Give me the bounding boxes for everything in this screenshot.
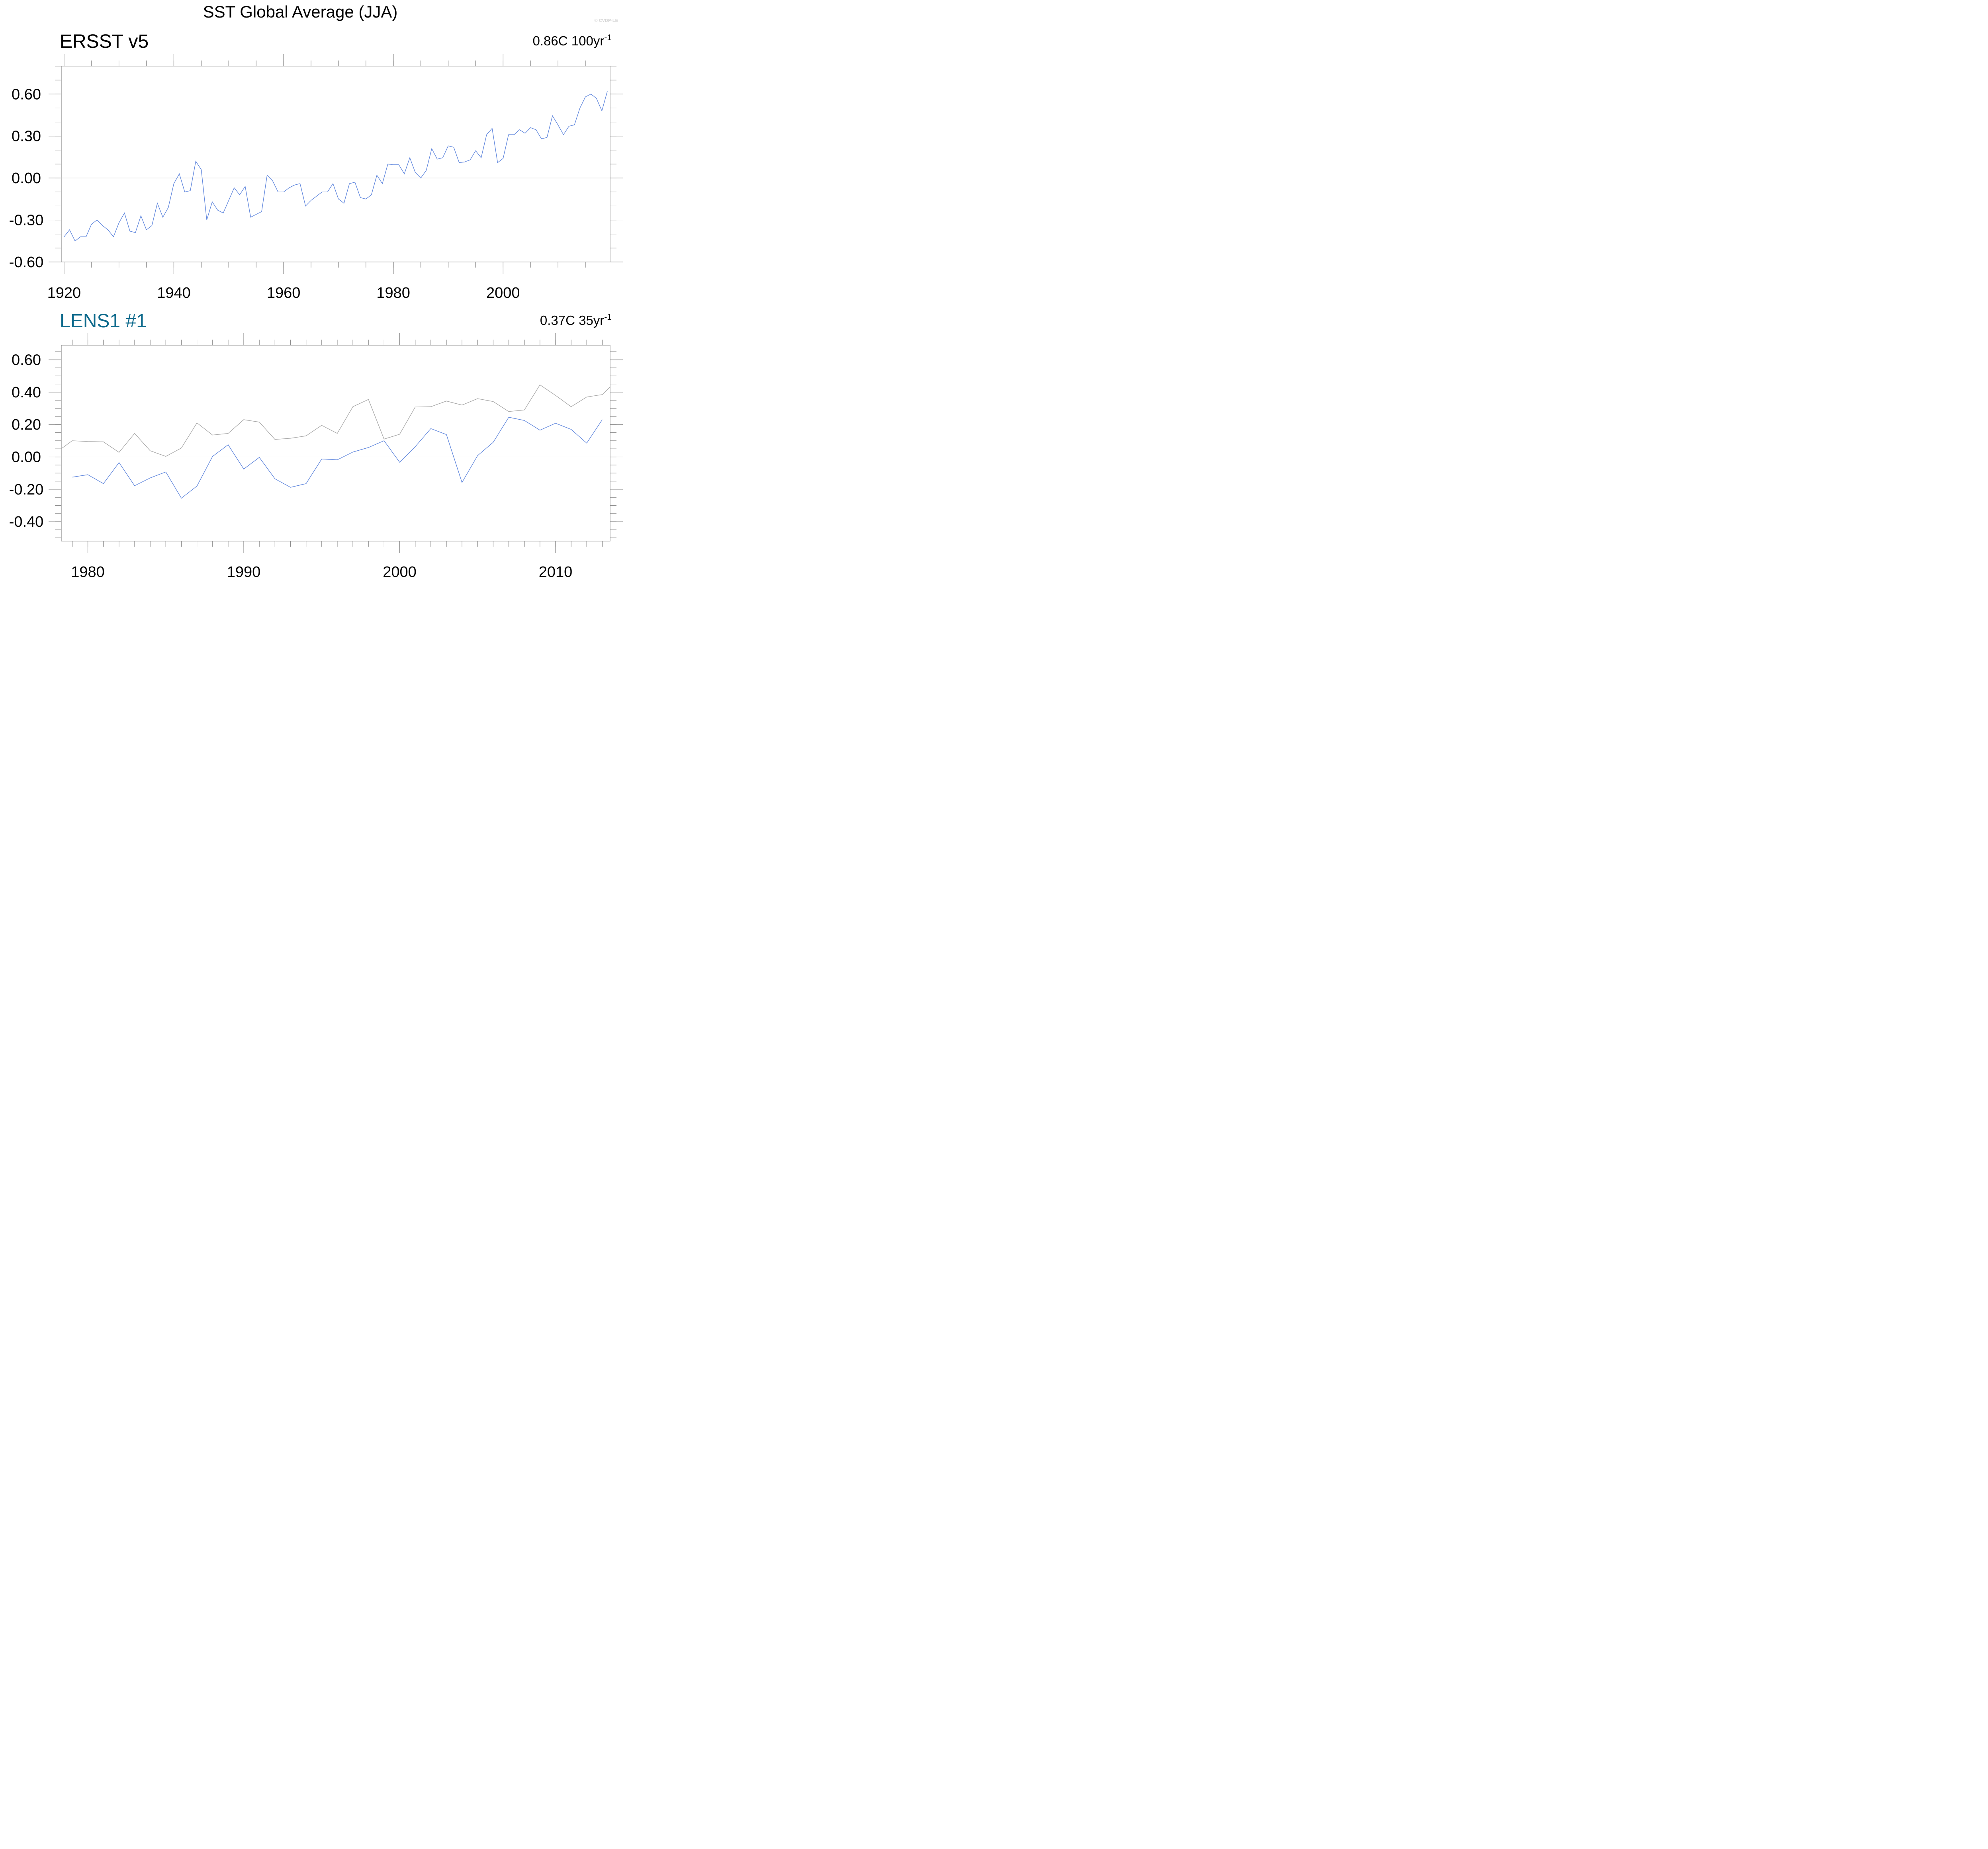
- x-tick-label: 1980: [376, 285, 410, 301]
- series-line: [64, 91, 608, 242]
- y-tick-label: 0.20: [12, 416, 41, 433]
- panel-title: ERSST v5: [60, 31, 149, 52]
- reference-series-line: [61, 384, 610, 457]
- x-tick-label: 2000: [383, 564, 417, 580]
- x-tick-label: 1940: [157, 285, 191, 301]
- x-tick-label: 2010: [539, 564, 573, 580]
- y-tick-label: 0.00: [12, 170, 41, 187]
- plot-frame: [61, 66, 610, 262]
- figure-title: SST Global Average (JJA): [203, 2, 398, 21]
- series-line: [72, 417, 603, 499]
- y-tick-label: 0.00: [12, 449, 41, 466]
- y-tick-label: -0.20: [9, 481, 44, 498]
- y-tick-label: 0.60: [12, 352, 41, 369]
- x-tick-label: 1980: [71, 564, 105, 580]
- plot-frame: [61, 345, 610, 541]
- figure-canvas: SST Global Average (JJA) © CVDP-LE ERSST…: [9, 2, 623, 580]
- y-tick-label: 0.60: [12, 86, 41, 103]
- trend-label: 0.37C 35yr-1: [540, 313, 612, 328]
- x-tick-label: 2000: [486, 285, 520, 301]
- copyright-label: © CVDP-LE: [595, 18, 618, 23]
- panel-title: LENS1 #1: [60, 311, 147, 332]
- panel-ersst: ERSST v5 0.86C 100yr-1 0.60 0.30 0.00 -0.30 -0…: [9, 31, 623, 301]
- y-tick-label: 0.40: [12, 384, 41, 401]
- x-tick-label: 1990: [227, 564, 261, 580]
- y-tick-label: -0.30: [9, 212, 44, 229]
- x-tick-label: 1920: [47, 285, 81, 301]
- x-tick-label: 1960: [267, 285, 301, 301]
- panel-lens1: LENS1 #1 0.37C 35yr-1 0.60 0.40 0.20 0.00 -0.2…: [9, 311, 623, 580]
- y-tick-label: 0.30: [12, 128, 41, 145]
- y-tick-label: -0.60: [9, 254, 44, 271]
- trend-label: 0.86C 100yr-1: [533, 33, 612, 48]
- y-tick-label: -0.40: [9, 514, 44, 530]
